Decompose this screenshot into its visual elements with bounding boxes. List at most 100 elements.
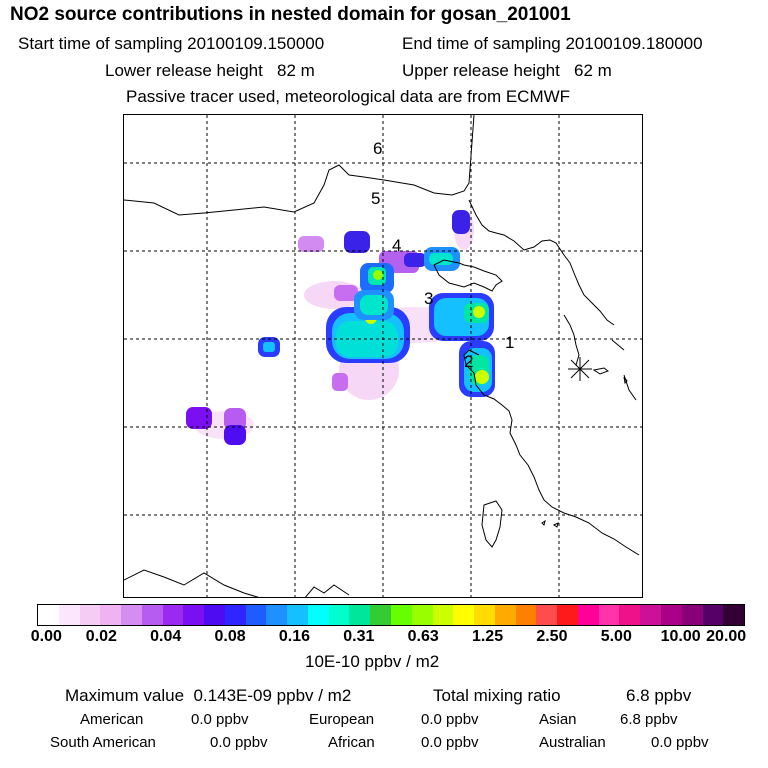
border	[305, 584, 350, 597]
island-taiwan	[481, 500, 503, 548]
colorbar-tick-label: 0.02	[85, 628, 117, 645]
trajectory-label-5: 5	[371, 189, 380, 208]
region-value: 0.0 ppbv	[210, 734, 268, 751]
colorbar-cell	[287, 605, 308, 625]
graticule	[124, 115, 642, 597]
colorbar-tick-label: 20.00	[706, 628, 747, 645]
colorbar-cell	[162, 605, 184, 625]
region-value: 0.0 ppbv	[421, 711, 479, 728]
coastline	[611, 339, 625, 351]
total-mixing-ratio-value: 6.8 ppbv	[626, 686, 692, 705]
plume-blob	[473, 306, 485, 318]
region-name: South American	[50, 734, 156, 751]
map-panel: 6 5 4 3 2 1	[123, 114, 643, 598]
colorbar-cell	[245, 605, 267, 625]
region-name: African	[328, 734, 375, 751]
colorbar-cell	[100, 605, 122, 625]
island	[553, 522, 559, 528]
colorbar-cell	[391, 605, 412, 625]
region-value: 0.0 ppbv	[191, 711, 249, 728]
trajectory-label-2: 2	[464, 352, 473, 371]
trajectory-label-6: 6	[373, 139, 382, 158]
island-jeju	[592, 367, 610, 375]
coastline	[463, 349, 640, 556]
island	[541, 519, 546, 526]
colorbar-tick-label: 0.31	[343, 628, 375, 645]
colorbar-cell	[453, 605, 475, 625]
border	[124, 569, 260, 597]
trajectory-label-3: 3	[424, 289, 433, 308]
trajectory-label-1: 1	[505, 333, 514, 352]
region-value: 6.8 ppbv	[620, 711, 678, 728]
colorbar-tick-label: 1.25	[471, 628, 504, 645]
plume-blob	[186, 407, 212, 429]
colorbar-cell	[204, 605, 225, 625]
colorbar-tick-label: 0.04	[150, 628, 182, 645]
region-name: European	[309, 711, 375, 728]
colorbar-cell	[723, 605, 745, 625]
colorbar-cell	[702, 605, 724, 625]
figure-title: NO2 source contributions in nested domai…	[10, 4, 571, 25]
star-icon	[568, 357, 592, 381]
plume-blob	[298, 236, 324, 252]
colorbar-cell	[660, 605, 682, 625]
plume-blob	[332, 373, 348, 391]
plume-blob	[224, 408, 246, 430]
colorbar-cell	[598, 605, 620, 625]
region-name: Asian	[539, 711, 577, 728]
coastlines	[124, 115, 640, 597]
region-value: 0.0 ppbv	[421, 734, 479, 751]
plume-blob	[373, 270, 383, 280]
colorbar-cell	[79, 605, 101, 625]
region-value: 0.0 ppbv	[651, 734, 709, 751]
plume-blob	[475, 370, 489, 384]
colorbar-tick-label: 0.08	[214, 628, 246, 645]
colorbar-cell	[577, 605, 599, 625]
colorbar-tick-label: 2.50	[536, 628, 568, 645]
colorbar-cell	[515, 605, 537, 625]
colorbar-tick-label: 0.16	[278, 628, 311, 645]
region-name: American	[80, 711, 144, 728]
colorbar-cell	[474, 605, 495, 625]
colorbar-cell	[557, 605, 578, 625]
colorbar-cell	[266, 605, 288, 625]
map-canvas: 6 5 4 3 2 1	[124, 115, 642, 597]
colorbar-cell	[58, 605, 80, 625]
island	[623, 376, 628, 385]
lower-release-height: Lower release height 82 m	[105, 61, 315, 80]
colorbar-cell	[494, 605, 516, 625]
colorbar-cell	[411, 605, 433, 625]
plume-blob	[452, 210, 470, 234]
colorbar-tick-label: 0.63	[407, 628, 439, 645]
coastline	[433, 259, 503, 292]
plume-blob	[263, 342, 275, 352]
concentration-field	[186, 210, 495, 445]
region-name: Australian	[539, 734, 606, 751]
colorbar-cell	[307, 605, 329, 625]
coastline	[124, 115, 475, 216]
total-mixing-ratio-label: Total mixing ratio	[433, 686, 561, 705]
coastline	[563, 314, 580, 366]
colorbar-cell	[432, 605, 454, 625]
plume-blob	[429, 253, 453, 265]
colorbar-cell	[183, 605, 205, 625]
colorbar-cell	[38, 605, 59, 625]
plume-blob	[334, 285, 358, 301]
colorbar-unit: 10E-10 ppbv / m2	[305, 652, 440, 671]
trajectory-label-4: 4	[392, 236, 401, 255]
coastline	[468, 199, 615, 326]
colorbar-tick-label: 5.00	[600, 628, 632, 645]
colorbar-cell	[328, 605, 350, 625]
colorbar-cell	[681, 605, 703, 625]
plume-blob	[360, 295, 388, 315]
start-time: Start time of sampling 20100109.150000	[18, 34, 325, 53]
colorbar-cell	[640, 605, 661, 625]
colorbar-cell	[349, 605, 371, 625]
colorbar-tick-label: 0.00	[30, 628, 62, 645]
plume-blob	[404, 253, 426, 267]
colorbar-cell	[121, 605, 142, 625]
colorbar-cell	[536, 605, 558, 625]
colorbar-cell	[619, 605, 641, 625]
colorbar-tick-label: 10.00	[660, 628, 701, 645]
maximum-value: Maximum value 0.143E-09 ppbv / m2	[65, 686, 352, 705]
